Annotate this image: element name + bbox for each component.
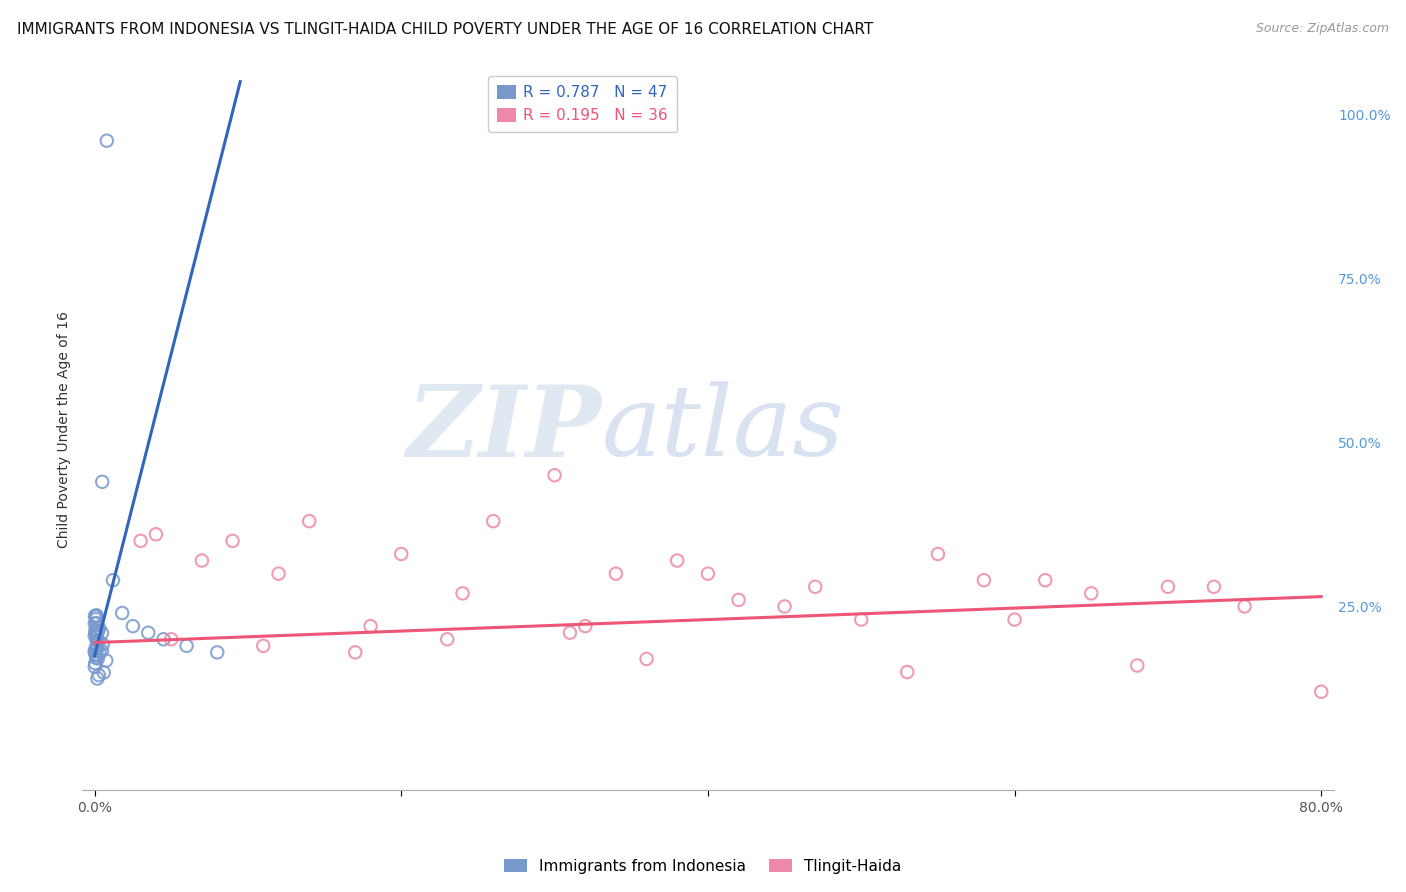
Point [86,641,108,656]
Point [89,644,111,658]
Point [93,665,115,680]
Point [267,566,290,581]
Point [389,547,412,561]
Text: IMMIGRANTS FROM INDONESIA VS TLINGIT-HAIDA CHILD POVERTY UNDER THE AGE OF 16 COR: IMMIGRANTS FROM INDONESIA VS TLINGIT-HAI… [17,22,873,37]
Point [451,586,474,600]
Point [90,626,112,640]
Point [574,619,596,633]
Point [84,609,107,624]
Point [84,648,107,662]
Point [83,644,105,658]
Point [87,634,110,648]
Point [84,640,107,655]
Point [91,637,114,651]
Point [90,644,112,658]
Point [851,613,873,627]
Point [927,547,949,561]
Point [86,648,108,663]
Point [84,625,107,640]
Point [1033,573,1056,587]
Text: atlas: atlas [602,382,844,477]
Point [605,566,627,581]
Point [176,639,198,653]
Point [973,573,995,587]
Point [86,627,108,641]
Point [436,632,458,647]
Point [1004,613,1026,627]
Point [87,651,110,665]
Point [221,533,243,548]
Point [205,645,228,659]
Point [91,475,114,489]
Point [86,608,108,623]
Point [84,612,107,626]
Point [83,660,105,674]
Point [344,645,367,659]
Point [1310,684,1333,698]
Point [86,632,108,647]
Point [84,609,107,624]
Point [543,468,565,483]
Point [86,651,108,665]
Point [1233,599,1256,614]
Point [136,625,159,640]
Point [86,615,108,630]
Point [96,134,118,148]
Point [727,593,749,607]
Point [896,665,918,679]
Legend: Immigrants from Indonesia, Tlingit-Haida: Immigrants from Indonesia, Tlingit-Haida [498,853,908,880]
Point [773,599,796,614]
Point [1126,658,1149,673]
Text: ZIP: ZIP [406,381,602,477]
Legend: R = 0.787   N = 47, R = 0.195   N = 36: R = 0.787 N = 47, R = 0.195 N = 36 [488,76,678,132]
Point [252,639,274,653]
Point [86,641,108,656]
Point [87,668,110,682]
Text: Source: ZipAtlas.com: Source: ZipAtlas.com [1256,22,1389,36]
Point [636,652,658,666]
Point [129,533,152,548]
Point [86,672,108,686]
Point [1157,580,1180,594]
Point [152,632,174,647]
Point [96,653,118,667]
Point [87,624,110,639]
Point [86,630,108,644]
Point [84,643,107,657]
Point [1080,586,1102,600]
Y-axis label: Child Poverty Under the Age of 16: Child Poverty Under the Age of 16 [58,311,72,548]
Point [666,553,689,567]
Point [83,616,105,631]
Point [1202,580,1225,594]
Point [696,566,718,581]
Point [191,553,214,567]
Point [298,514,321,528]
Point [84,656,107,670]
Point [89,621,111,635]
Point [111,606,134,620]
Point [160,632,183,647]
Point [558,625,581,640]
Point [482,514,505,528]
Point [101,573,124,587]
Point [360,619,382,633]
Point [83,628,105,642]
Point [84,623,107,637]
Point [122,619,145,633]
Point [145,527,167,541]
Point [86,637,108,651]
Point [804,580,827,594]
